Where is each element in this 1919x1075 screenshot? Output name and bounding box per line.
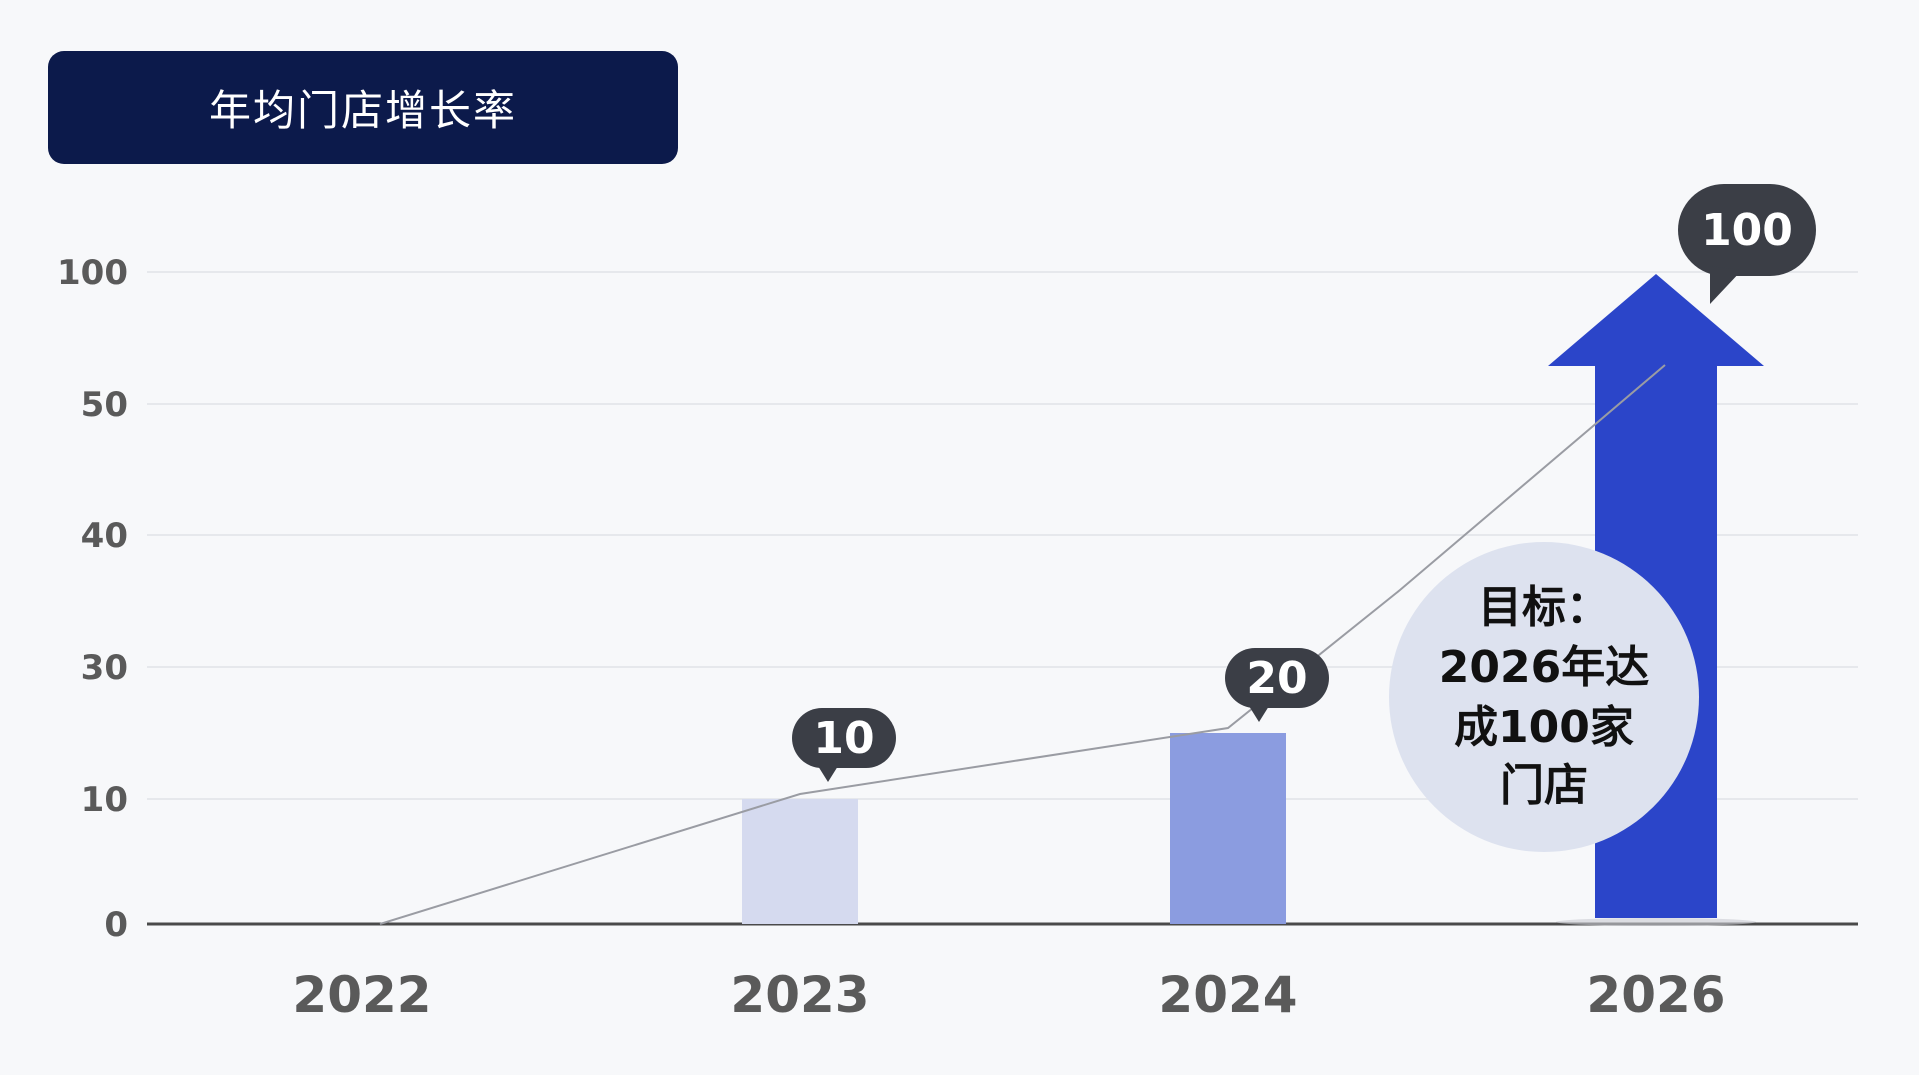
chart-title: 年均门店增长率 — [208, 86, 517, 135]
y-tick-label: 0 — [104, 905, 128, 945]
x-tick-label: 2026 — [1586, 966, 1725, 1024]
note-text: 门店 — [1500, 760, 1588, 811]
x-tick-label: 2024 — [1158, 966, 1297, 1024]
trend-line — [379, 364, 1666, 925]
note-text: 成100家 — [1454, 702, 1634, 753]
bar — [742, 799, 858, 924]
value-bubble: 10 — [792, 708, 896, 782]
note-text: 2026年达 — [1439, 642, 1649, 693]
y-tick-label: 30 — [81, 648, 128, 688]
bubble-body — [1678, 184, 1816, 276]
y-tick-label: 40 — [81, 516, 128, 556]
note-text: 目标： — [1478, 582, 1610, 633]
y-tick-label: 50 — [81, 385, 128, 425]
y-tick-label: 100 — [57, 253, 128, 293]
bubble-pointer — [818, 766, 838, 782]
bubble-body — [792, 708, 896, 768]
bubble-pointer — [1710, 266, 1742, 304]
arrow-shadow — [1556, 918, 1756, 926]
bar — [1170, 733, 1286, 924]
value-label: 10 — [813, 713, 874, 764]
value-bubble: 100 — [1678, 184, 1816, 304]
y-tick-label: 10 — [81, 780, 128, 820]
x-tick-label: 2023 — [730, 966, 869, 1024]
title-banner: 年均门店增长率 — [48, 51, 678, 164]
value-label: 20 — [1246, 653, 1307, 704]
value-label: 100 — [1701, 205, 1793, 256]
note-circle — [1389, 542, 1699, 852]
value-bubble: 20 — [1225, 648, 1329, 722]
x-tick-label: 2022 — [292, 966, 431, 1024]
bubble-body — [1225, 648, 1329, 708]
bubble-pointer — [1249, 706, 1269, 722]
